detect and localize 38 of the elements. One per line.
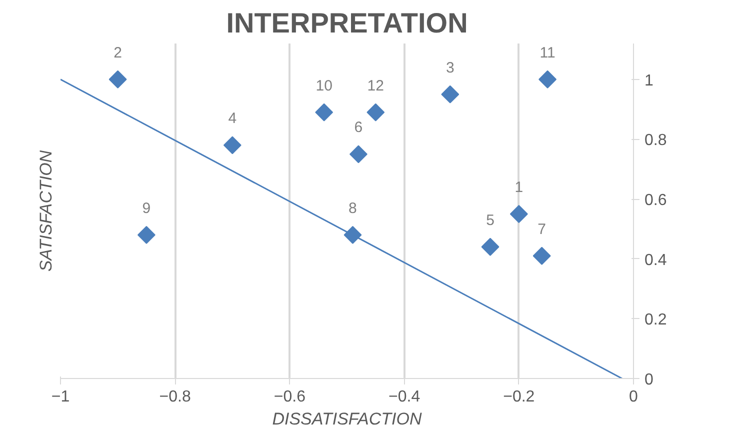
annotation: 3 <box>446 59 454 76</box>
annotation: 5 <box>486 212 494 229</box>
chart-title: INTERPRETATION <box>226 8 468 38</box>
point <box>137 226 156 244</box>
annotation: 8 <box>348 200 357 217</box>
point <box>510 205 528 223</box>
point <box>315 103 334 122</box>
annotation: 7 <box>538 220 546 238</box>
x-axis-title: DISSATISFACTION <box>272 410 422 428</box>
y-axis-title: SATISFACTION <box>36 150 56 272</box>
y-tick-label: 1 <box>644 72 654 90</box>
annotation: 10 <box>316 77 332 94</box>
y-tick-label: 0.2 <box>644 312 667 329</box>
annotation: 12 <box>367 77 384 94</box>
y-tick-label: 0.4 <box>644 252 667 269</box>
annotation: 9 <box>142 200 151 217</box>
annotation: 6 <box>354 119 363 136</box>
x-tick-label: −0.2 <box>503 388 535 406</box>
point <box>481 238 500 256</box>
x-tick-label: 0 <box>629 388 638 406</box>
y-tick-label: 0 <box>644 372 654 388</box>
y-tick-label: 0.8 <box>644 132 667 150</box>
x-tick-label: −0.8 <box>159 388 191 406</box>
x-tick-label: −0.6 <box>274 388 306 406</box>
annotation: 2 <box>114 44 122 62</box>
y-tick-label: 0.6 <box>644 192 667 210</box>
point <box>538 70 557 88</box>
point <box>108 70 127 88</box>
x-tick-label: −0.4 <box>388 388 420 406</box>
annotation: 1 <box>514 178 524 196</box>
annotation: 4 <box>228 110 237 128</box>
point <box>532 246 551 265</box>
point <box>366 103 385 122</box>
x-tick-label: −1 <box>51 388 70 406</box>
point <box>349 145 368 164</box>
point <box>223 136 242 154</box>
annotation: 11 <box>540 44 556 62</box>
point <box>441 85 460 104</box>
